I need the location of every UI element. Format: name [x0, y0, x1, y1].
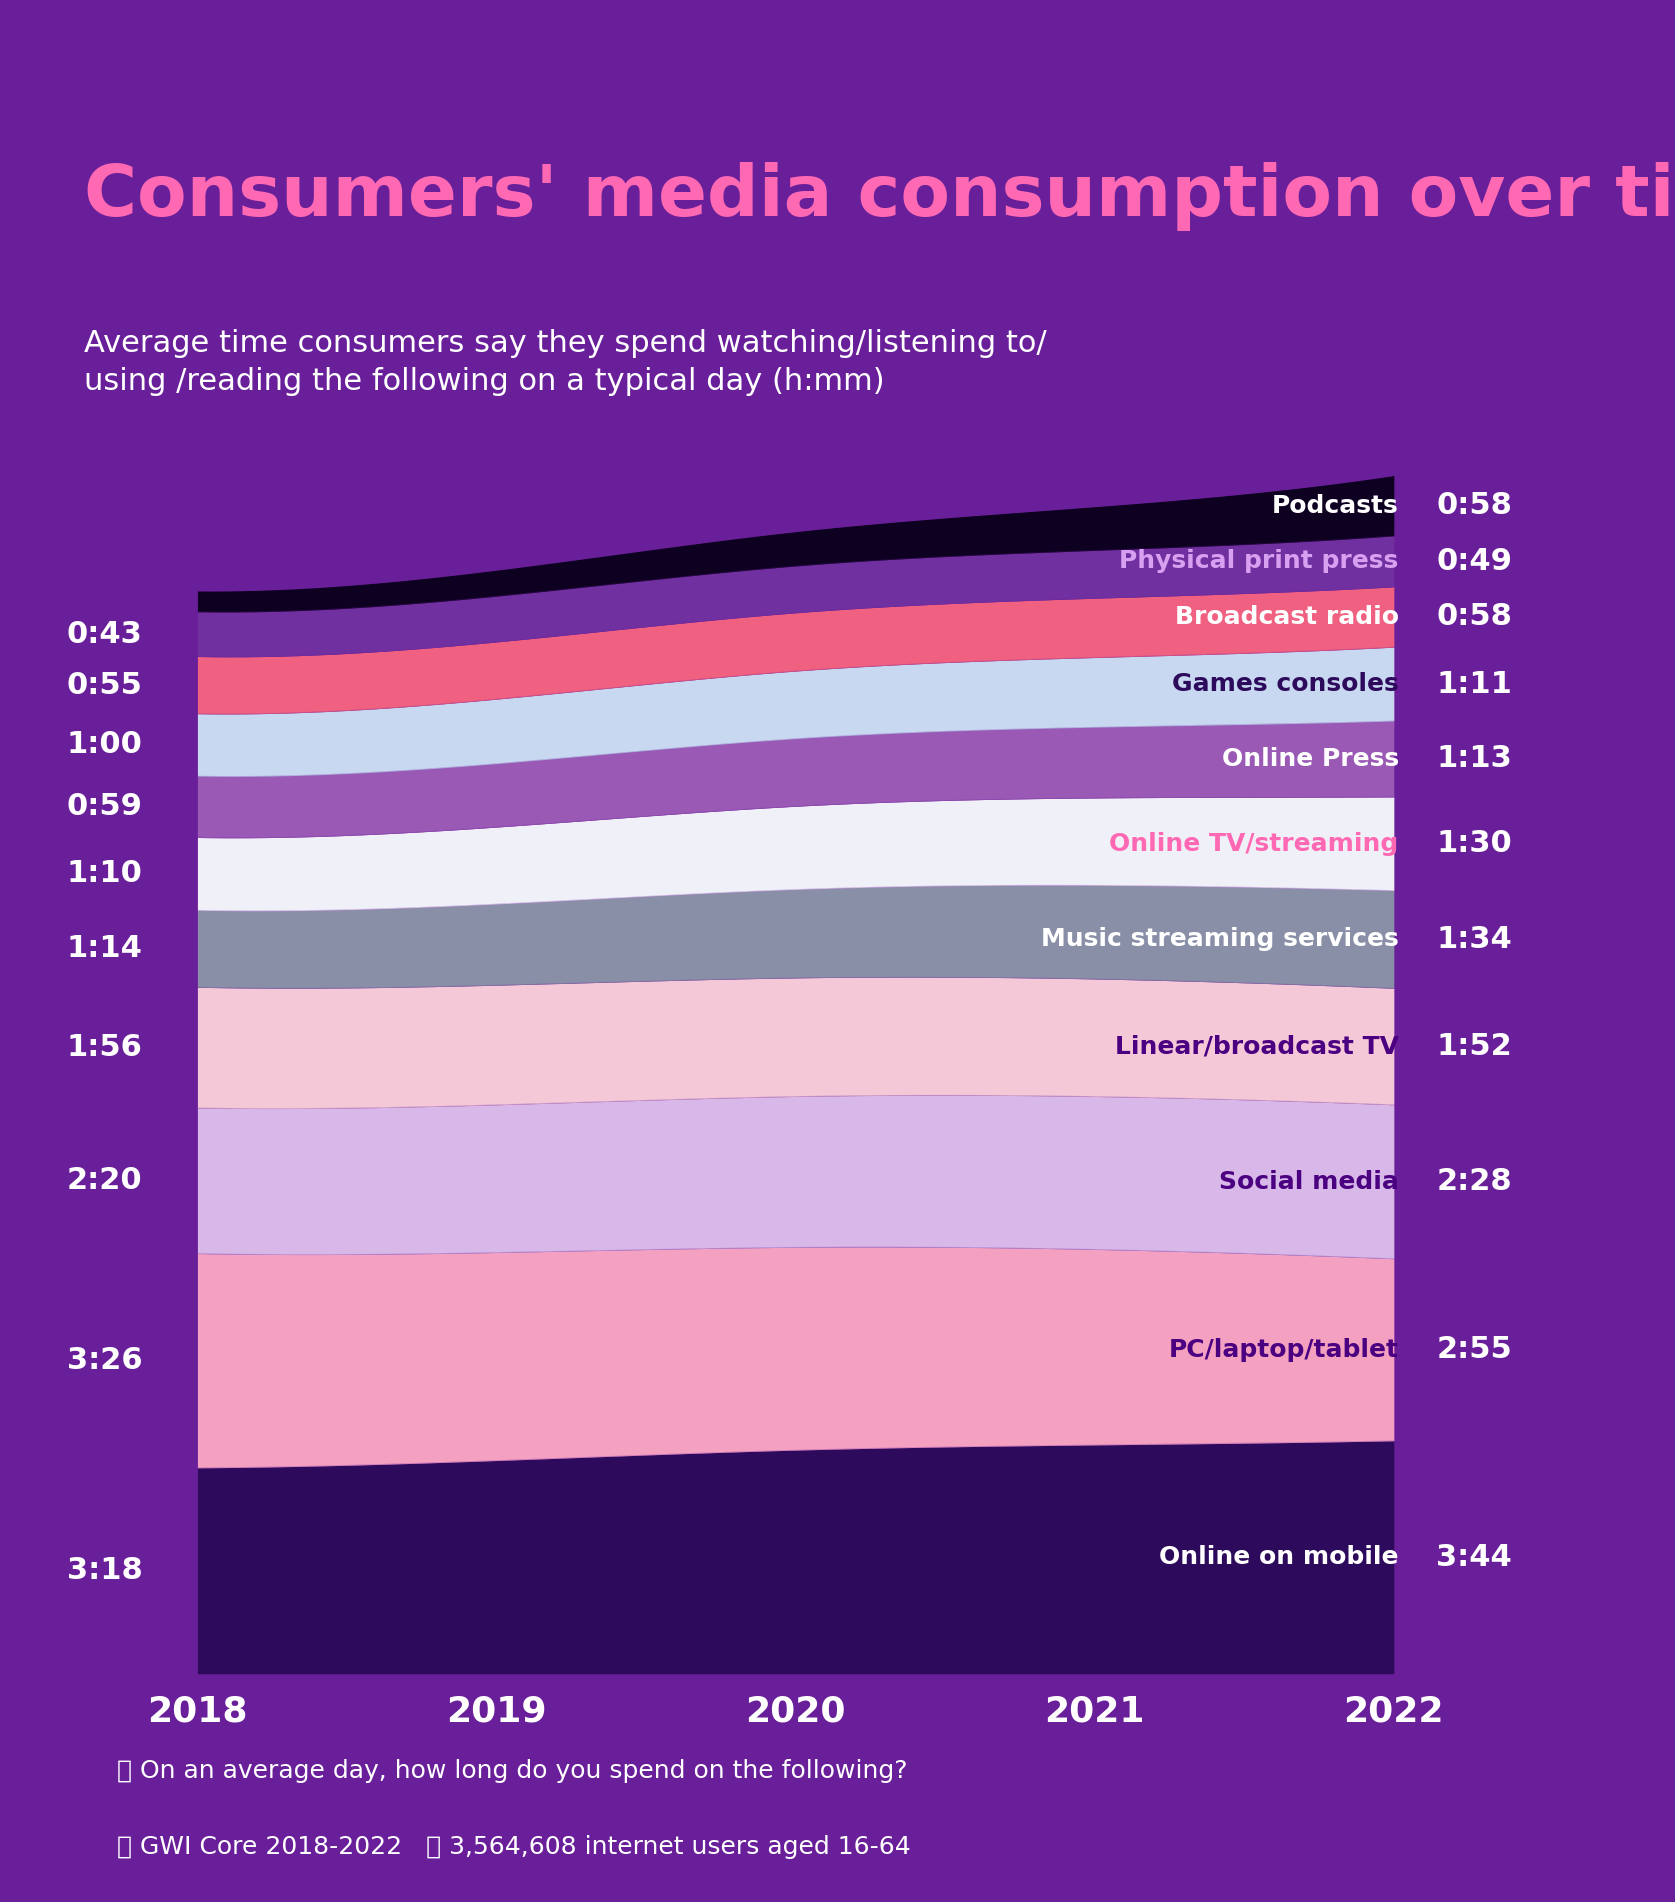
Text: Broadcast radio: Broadcast radio — [1174, 605, 1399, 630]
Text: Online TV/streaming: Online TV/streaming — [1109, 831, 1399, 856]
Text: 3:18: 3:18 — [67, 1556, 142, 1584]
Text: Online Press: Online Press — [1221, 747, 1399, 770]
Text: 2:20: 2:20 — [67, 1166, 142, 1194]
Text: 0:55: 0:55 — [67, 671, 142, 700]
Text: ❓ On an average day, how long do you spend on the following?: ❓ On an average day, how long do you spe… — [117, 1759, 908, 1784]
Text: Linear/broadcast TV: Linear/broadcast TV — [1114, 1035, 1399, 1059]
Text: Physical print press: Physical print press — [1119, 550, 1399, 573]
Text: Music streaming services: Music streaming services — [1040, 928, 1399, 951]
Text: 3:44: 3:44 — [1437, 1543, 1513, 1571]
Text: 1:10: 1:10 — [67, 860, 142, 888]
Text: Average time consumers say they spend watching/listening to/
using /reading the : Average time consumers say they spend wa… — [84, 329, 1047, 396]
Text: 0:58: 0:58 — [1437, 603, 1513, 631]
Text: 1:30: 1:30 — [1437, 829, 1513, 858]
Text: Games consoles: Games consoles — [1172, 671, 1399, 696]
Text: 1:56: 1:56 — [67, 1033, 142, 1061]
Text: 0:58: 0:58 — [1437, 491, 1513, 519]
Text: 1:11: 1:11 — [1437, 670, 1513, 698]
Text: 1:52: 1:52 — [1437, 1033, 1513, 1061]
Text: PC/laptop/tablet: PC/laptop/tablet — [1169, 1337, 1399, 1362]
Text: Social media: Social media — [1219, 1170, 1399, 1194]
Text: Online on mobile: Online on mobile — [1159, 1544, 1399, 1569]
Text: 0:59: 0:59 — [67, 793, 142, 822]
Text: Podcasts: Podcasts — [1271, 495, 1399, 517]
Text: 1:13: 1:13 — [1437, 744, 1513, 774]
Text: 2:28: 2:28 — [1437, 1168, 1513, 1196]
Text: 1:34: 1:34 — [1437, 924, 1513, 955]
Text: 3:26: 3:26 — [67, 1347, 142, 1375]
Text: 0:49: 0:49 — [1437, 546, 1513, 576]
Text: 0:43: 0:43 — [67, 620, 142, 649]
Text: 🌐 GWI Core 2018-2022   👥 3,564,608 internet users aged 16-64: 🌐 GWI Core 2018-2022 👥 3,564,608 interne… — [117, 1835, 911, 1860]
Text: Consumers' media consumption over time: Consumers' media consumption over time — [84, 162, 1675, 230]
Text: 1:00: 1:00 — [67, 730, 142, 759]
Text: 1:14: 1:14 — [67, 934, 142, 962]
Text: 2:55: 2:55 — [1437, 1335, 1513, 1364]
